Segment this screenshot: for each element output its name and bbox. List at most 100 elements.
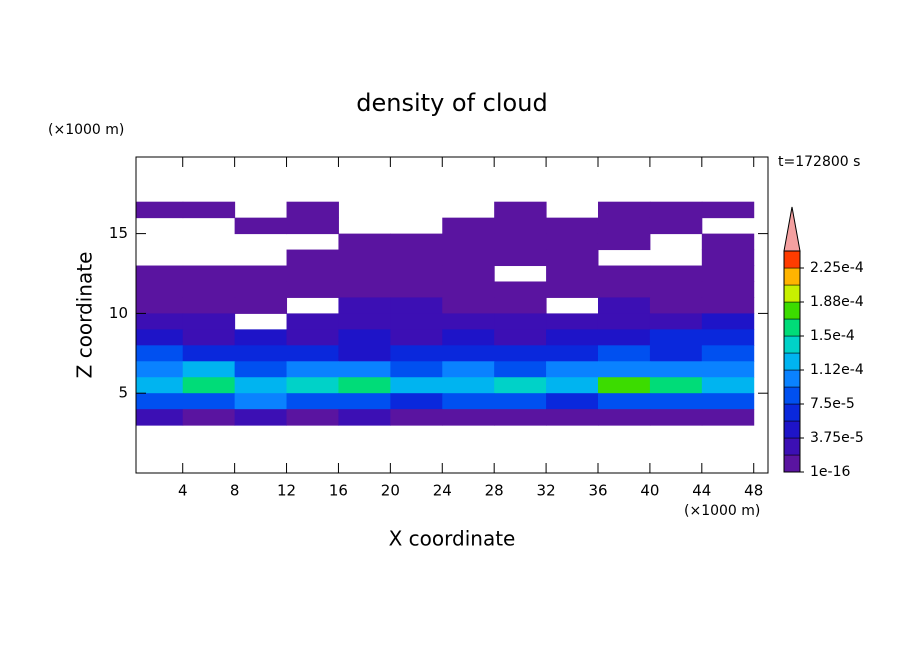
contour-cell — [546, 313, 599, 330]
contour-cell — [649, 281, 703, 298]
contour-cell — [546, 233, 599, 251]
contour-cell — [286, 377, 339, 394]
contour-cell — [390, 249, 443, 267]
contour-cell — [494, 297, 547, 314]
contour-cell — [701, 377, 755, 394]
contour-cell — [136, 361, 184, 378]
contour-cell — [234, 409, 288, 426]
contour-cell — [494, 281, 547, 298]
contour-cell — [649, 297, 703, 314]
x-axis-title: X coordinate — [389, 527, 516, 551]
contour-cell — [649, 217, 703, 235]
x-tick-label: 24 — [433, 482, 452, 500]
contour-cell — [338, 313, 391, 330]
colorbar-tick-label: 7.5e-5 — [810, 396, 855, 412]
contour-cell — [701, 313, 755, 330]
colorbar-bin — [783, 301, 801, 320]
x-tick-label: 32 — [537, 482, 556, 500]
contour-cell — [136, 281, 184, 298]
contour-cell — [597, 409, 651, 426]
contour-cell — [338, 377, 391, 394]
y-tick-label: 10 — [109, 304, 128, 322]
contour-cell — [182, 393, 236, 410]
contour-cell — [701, 345, 755, 362]
contour-cell — [701, 265, 755, 282]
colorbar-bin — [783, 250, 801, 269]
contour-cell — [390, 329, 443, 346]
contour-cell — [234, 297, 288, 314]
contour-cell — [136, 409, 184, 426]
contour-cell — [390, 297, 443, 314]
contour-cell — [546, 329, 599, 346]
colorbar-bin — [783, 352, 801, 371]
colorbar-bin — [783, 335, 801, 354]
contour-cell — [442, 281, 495, 298]
contour-cell — [390, 313, 443, 330]
contour-cell — [338, 329, 391, 346]
colorbar-bin — [783, 403, 801, 422]
contour-cell — [701, 361, 755, 378]
contour-cell — [182, 297, 236, 314]
contour-cell — [442, 329, 495, 346]
contour-cell — [390, 265, 443, 282]
contour-cell — [286, 265, 339, 282]
x-tick-label: 4 — [178, 482, 188, 500]
contour-cell — [182, 409, 236, 426]
contour-cell — [701, 393, 755, 410]
contour-cell — [494, 409, 547, 426]
contour-cell — [546, 361, 599, 378]
contour-cell — [442, 313, 495, 330]
contour-cell — [649, 345, 703, 362]
contour-cell — [338, 297, 391, 314]
contour-cell — [597, 265, 651, 282]
contour-cell — [442, 265, 495, 282]
colorbar-bin — [783, 437, 801, 456]
contour-cell — [597, 361, 651, 378]
contour-cell — [338, 409, 391, 426]
contour-cell — [649, 393, 703, 410]
colorbar-bin — [783, 454, 801, 473]
contour-cell — [390, 393, 443, 410]
time-annotation: t=172800 s — [778, 154, 860, 170]
colorbar-bin — [783, 386, 801, 405]
colorbar-bin — [783, 284, 801, 303]
colorbar-tick-label: 1.5e-4 — [810, 328, 855, 344]
contour-cell — [649, 409, 703, 426]
colorbar-tick-label: 1.12e-4 — [810, 362, 864, 378]
x-tick-label: 28 — [485, 482, 504, 500]
contour-cell — [546, 345, 599, 362]
contour-cell — [182, 345, 236, 362]
y-axis-title: Z coordinate — [73, 252, 97, 379]
contour-cell — [338, 393, 391, 410]
colorbar-bin — [783, 369, 801, 388]
contour-cell — [442, 345, 495, 362]
contour-cell — [338, 265, 391, 282]
contour-cell — [649, 329, 703, 346]
contour-cell — [338, 233, 391, 251]
contour-cell — [597, 281, 651, 298]
contour-cell — [546, 217, 599, 235]
contour-cell — [234, 265, 288, 282]
contour-cell — [494, 233, 547, 251]
contour-cell — [136, 265, 184, 282]
contour-cell — [494, 329, 547, 346]
contour-cell — [649, 361, 703, 378]
plot-frame — [135, 156, 769, 474]
y-tick-label: 5 — [118, 384, 128, 402]
contour-cell — [136, 377, 184, 394]
contour-cell — [234, 329, 288, 346]
contour-cell — [234, 393, 288, 410]
colorbar-tick-label: 3.75e-5 — [810, 430, 864, 446]
contour-cell — [442, 233, 495, 251]
colorbar-tick-label: 1.88e-4 — [810, 294, 864, 310]
contour-cell — [182, 329, 236, 346]
colorbar-tick-label: 1e-16 — [810, 464, 850, 480]
contour-cell — [136, 297, 184, 314]
contour-cell — [286, 249, 339, 267]
contour-cell — [286, 329, 339, 346]
contour-cell — [286, 345, 339, 362]
contour-cell — [649, 201, 703, 219]
contour-cell — [494, 393, 547, 410]
contour-cell — [442, 297, 495, 314]
